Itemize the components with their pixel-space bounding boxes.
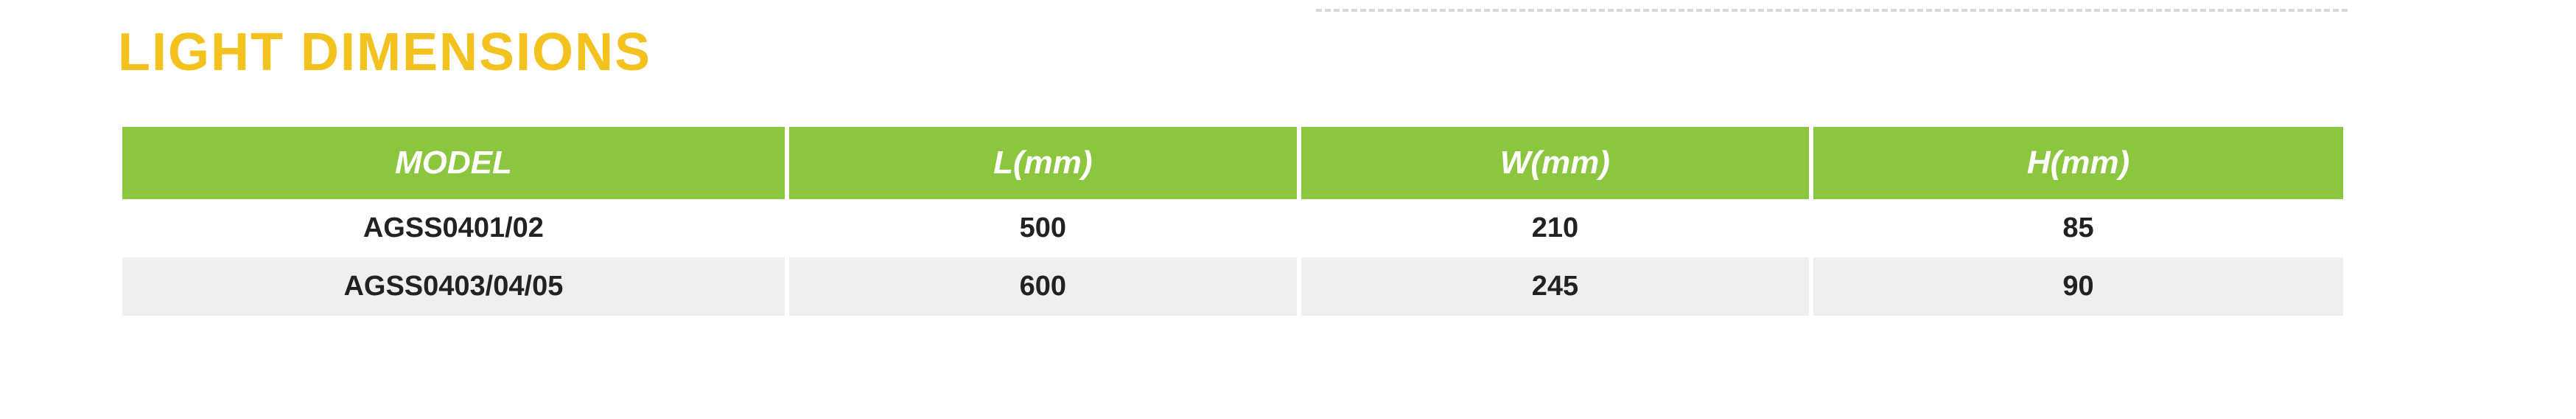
cell-l: 600 [789,257,1297,316]
col-header-l: L(mm) [789,127,1297,199]
cell-l: 500 [789,199,1297,257]
cell-w: 210 [1301,199,1809,257]
table-header-row: MODEL L(mm) W(mm) H(mm) [122,127,2343,199]
cell-h: 85 [1813,199,2343,257]
page: LIGHT DIMENSIONS MODEL L(mm) W(mm) H(mm)… [0,0,2576,419]
col-header-h: H(mm) [1813,127,2343,199]
cell-h: 90 [1813,257,2343,316]
dimensions-table: MODEL L(mm) W(mm) H(mm) AGSS0401/02 500 … [118,127,2348,316]
col-header-w: W(mm) [1301,127,1809,199]
cell-model: AGSS0403/04/05 [122,257,785,316]
section-title: LIGHT DIMENSIONS [118,22,2348,83]
cell-model: AGSS0401/02 [122,199,785,257]
col-header-model: MODEL [122,127,785,199]
table-row: AGSS0401/02 500 210 85 [122,199,2343,257]
dashed-divider [1316,9,2348,12]
cell-w: 245 [1301,257,1809,316]
table-row: AGSS0403/04/05 600 245 90 [122,257,2343,316]
